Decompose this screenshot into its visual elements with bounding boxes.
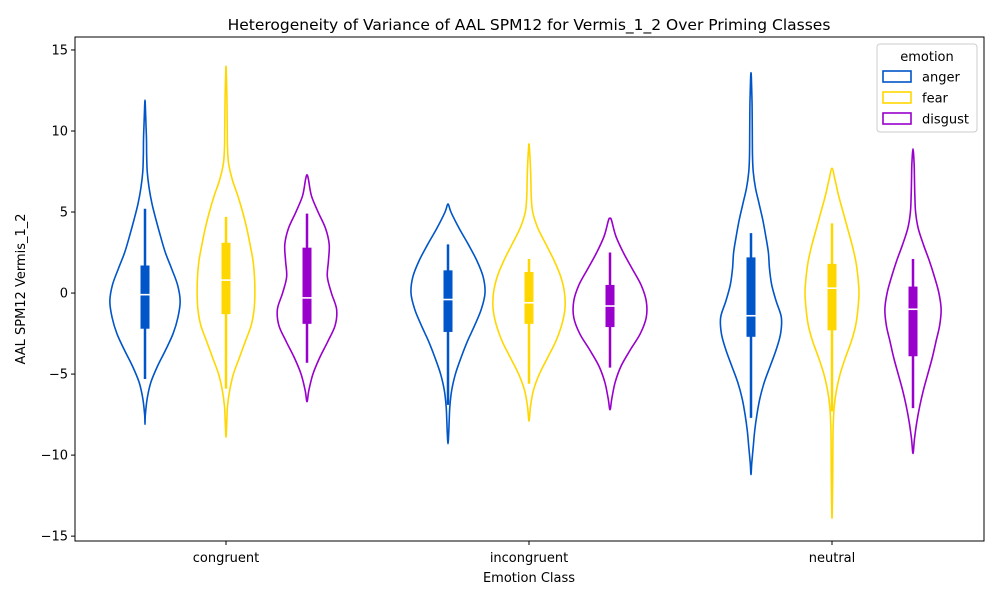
violin-anger-neutral bbox=[719, 71, 783, 476]
legend-entries: anger fear disgust bbox=[882, 70, 969, 128]
violin-fear-congruent bbox=[196, 65, 256, 439]
legend: emotion anger fear disgust bbox=[876, 43, 978, 133]
violin-fear-incongruent bbox=[492, 143, 566, 422]
violin-outline-disgust-congruent bbox=[276, 173, 338, 403]
y-tick-label: 5 bbox=[60, 206, 68, 221]
legend-label-fear: fear bbox=[922, 92, 949, 107]
x-tick-label-congruent: congruent bbox=[193, 551, 260, 566]
violin-anger-congruent bbox=[109, 99, 181, 426]
y-axis-title: AAL SPM12 Vermis_1_2 bbox=[14, 213, 29, 364]
legend-swatch-disgust bbox=[882, 112, 912, 125]
plot-area bbox=[109, 65, 942, 520]
violin-iqr-box-fear-congruent bbox=[221, 242, 231, 315]
violin-disgust-congruent bbox=[276, 173, 338, 403]
y-tick-label: 10 bbox=[51, 124, 68, 139]
violin-iqr-box-anger-congruent bbox=[140, 265, 150, 329]
violin-disgust-neutral bbox=[884, 148, 942, 455]
y-tick-label: −15 bbox=[41, 530, 68, 545]
legend-frame bbox=[876, 43, 978, 133]
violin-iqr-box-disgust-congruent bbox=[302, 247, 312, 324]
y-axis: −15 −10 −5 0 5 10 15 bbox=[41, 43, 75, 545]
violin-iqr-box-disgust-neutral bbox=[908, 286, 918, 357]
legend-swatch-anger bbox=[882, 70, 912, 83]
violin-outline-anger-incongruent bbox=[410, 203, 486, 445]
x-tick-label-neutral: neutral bbox=[809, 551, 856, 566]
violin-outline-fear-congruent bbox=[196, 65, 256, 439]
violin-outline-disgust-neutral bbox=[884, 148, 942, 455]
violin-outline-disgust-incongruent bbox=[572, 217, 648, 411]
legend-swatch-fear bbox=[882, 91, 912, 104]
x-tick-label-incongruent: incongruent bbox=[490, 551, 568, 566]
violin-iqr-box-fear-incongruent bbox=[524, 271, 534, 324]
violin-disgust-incongruent bbox=[572, 217, 648, 411]
violin-iqr-box-anger-neutral bbox=[746, 257, 756, 337]
violin-fear-neutral bbox=[804, 167, 860, 520]
x-axis-title: Emotion Class bbox=[483, 571, 575, 586]
legend-title: emotion bbox=[900, 50, 954, 65]
x-axis: congruent incongruent neutral bbox=[193, 541, 856, 566]
y-tick-label: −10 bbox=[41, 449, 68, 464]
violin-outline-anger-congruent bbox=[109, 99, 181, 426]
violin-iqr-box-fear-neutral bbox=[827, 263, 837, 331]
violin-outline-fear-incongruent bbox=[492, 143, 566, 422]
legend-label-anger: anger bbox=[922, 71, 960, 86]
legend-label-disgust: disgust bbox=[922, 113, 969, 128]
y-tick-label: 15 bbox=[51, 43, 68, 58]
violin-outline-anger-neutral bbox=[719, 71, 783, 476]
violin-iqr-box-anger-incongruent bbox=[443, 270, 453, 332]
chart-title: Heterogeneity of Variance of AAL SPM12 f… bbox=[228, 16, 831, 35]
y-tick-label: 0 bbox=[60, 287, 68, 302]
violin-outline-fear-neutral bbox=[804, 167, 860, 520]
y-tick-label: −5 bbox=[49, 368, 68, 383]
violin-anger-incongruent bbox=[410, 203, 486, 445]
